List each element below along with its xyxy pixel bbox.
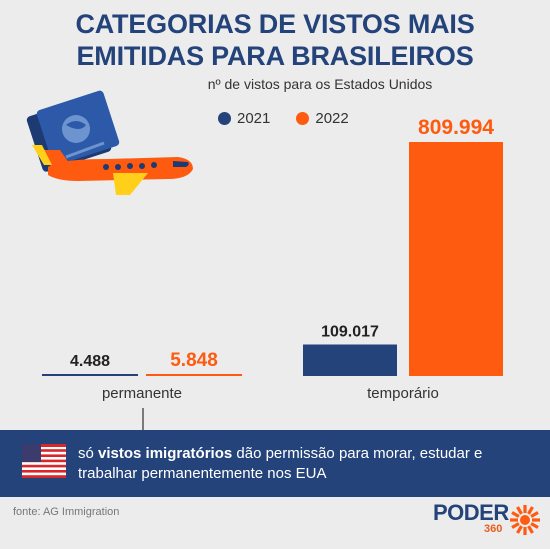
banner-text: só vistos imigratórios dão permissão par… (78, 444, 538, 484)
brand-name: PODER (433, 500, 509, 525)
category-label-permanente: permanente (102, 385, 182, 402)
legend-label-2022: 2022 (315, 110, 349, 127)
legend-label-2021: 2021 (237, 110, 271, 127)
sun-logo-icon (510, 505, 540, 535)
title-line-1: CATEGORIAS DE VISTOS MAIS (75, 9, 475, 39)
banner-text-after: dão permissão para morar, estudar e trab… (78, 445, 483, 482)
chart-title: CATEGORIAS DE VISTOS MAIS EMITIDAS PARA … (0, 8, 550, 72)
legend-swatch-2022 (296, 112, 310, 125)
title-line-2: EMITIDAS PARA BRASILEIROS (76, 41, 474, 71)
banner-text-bold: vistos imigratórios (98, 445, 233, 462)
info-banner: só vistos imigratórios dão permissão par… (0, 430, 550, 497)
travel-illustration (26, 90, 193, 195)
source-note: fonte: AG Immigration (13, 506, 120, 518)
data-label-2021-permanente: 4.488 (70, 353, 110, 370)
data-label-2022-temporario: 809.994 (418, 116, 494, 139)
data-label-2022-permanente: 5.848 (170, 350, 218, 371)
bar-2022-permanente (146, 374, 242, 376)
brand-sub: 360 (484, 523, 503, 535)
data-label-2021-temporario: 109.017 (321, 324, 379, 341)
bar-2021-permanente (42, 374, 138, 376)
airplane-icon (32, 145, 193, 195)
chart-subtitle: nº de vistos para os Estados Unidos (207, 76, 433, 92)
us-flag-icon (22, 444, 66, 478)
bar-2022-temporario (409, 142, 503, 376)
banner-text-before: só (78, 445, 99, 462)
legend-item-2022: 2022 (296, 110, 349, 127)
legend-item-2021: 2021 (218, 110, 270, 127)
legend-swatch-2021 (218, 112, 231, 125)
bar-2021-temporario (303, 344, 397, 376)
bar-chart: 4.488 5.848 permanente 109.017 809.994 tempor… (42, 116, 503, 430)
category-label-temporario: temporário (367, 385, 439, 402)
legend: 2021 2022 (218, 110, 349, 127)
